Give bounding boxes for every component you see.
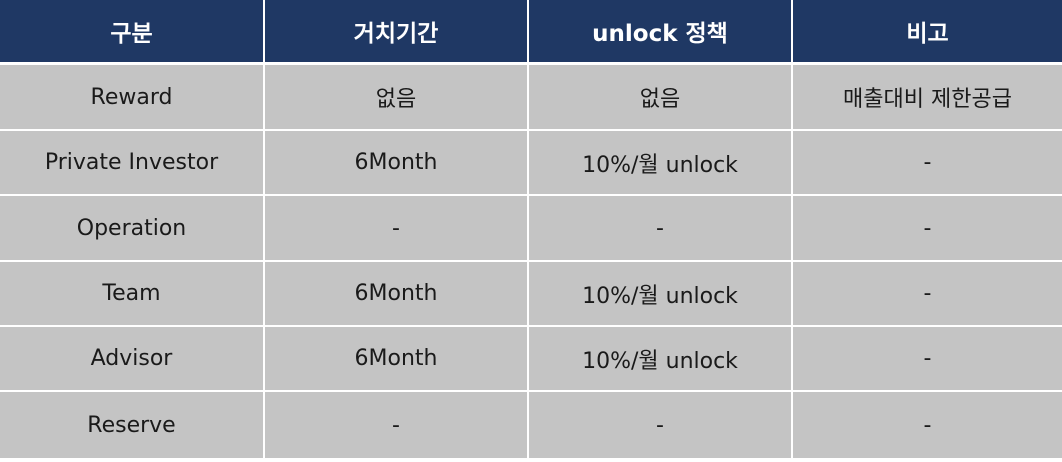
table-cell-unlock-policy: - <box>529 196 793 262</box>
table-cell-cliff-period: 6Month <box>265 131 529 196</box>
table-cell-category: Private Investor <box>0 131 265 196</box>
table-cell-category: Operation <box>0 196 265 262</box>
table-cell-unlock-policy: 10%/월 unlock <box>529 262 793 327</box>
table-cell-remarks: - <box>793 392 1062 458</box>
table-cell-cliff-period: 6Month <box>265 327 529 392</box>
table-cell-category: Reward <box>0 65 265 131</box>
header-cliff-period: 거치기간 <box>265 0 529 65</box>
header-remarks: 비고 <box>793 0 1062 65</box>
table-cell-remarks: - <box>793 131 1062 196</box>
header-category: 구분 <box>0 0 265 65</box>
table-cell-cliff-period: 6Month <box>265 262 529 327</box>
table-cell-cliff-period: - <box>265 196 529 262</box>
table-cell-unlock-policy: - <box>529 392 793 458</box>
table-cell-remarks: 매출대비 제한공급 <box>793 65 1062 131</box>
table-cell-unlock-policy: 10%/월 unlock <box>529 327 793 392</box>
table-cell-category: Team <box>0 262 265 327</box>
table-cell-category: Reserve <box>0 392 265 458</box>
table-cell-unlock-policy: 없음 <box>529 65 793 131</box>
table-cell-remarks: - <box>793 262 1062 327</box>
table-cell-remarks: - <box>793 196 1062 262</box>
header-unlock-policy: unlock 정책 <box>529 0 793 65</box>
table-cell-cliff-period: 없음 <box>265 65 529 131</box>
table-cell-category: Advisor <box>0 327 265 392</box>
table-cell-remarks: - <box>793 327 1062 392</box>
table-cell-unlock-policy: 10%/월 unlock <box>529 131 793 196</box>
table-cell-cliff-period: - <box>265 392 529 458</box>
